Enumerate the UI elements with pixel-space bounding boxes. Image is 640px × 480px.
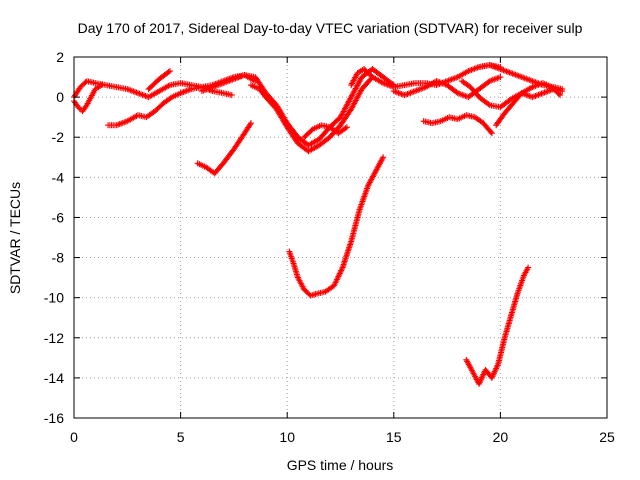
x-tick-label: 5 (177, 429, 185, 445)
marker-trace (71, 82, 105, 115)
series-arc-11 (390, 74, 504, 101)
marker-trace (105, 84, 235, 129)
series-arc-5 (198, 66, 397, 149)
y-tick-label: -14 (44, 370, 64, 386)
x-tick-label: 20 (493, 429, 509, 445)
y-tick-label: -16 (44, 410, 64, 426)
series-arc-2 (71, 82, 105, 115)
marker-trace (247, 74, 376, 155)
y-tick-label: -10 (44, 290, 64, 306)
chart-title: Day 170 of 2017, Sidereal Day-to-day VTE… (78, 20, 583, 36)
y-tick-label: -12 (44, 330, 64, 346)
y-tick-label: -2 (52, 129, 65, 145)
x-tick-label: 0 (70, 429, 78, 445)
marker-trace (194, 120, 254, 177)
series-arc-3 (105, 84, 235, 129)
marker-trace (463, 264, 532, 387)
y-tick-label: 2 (56, 49, 64, 65)
axis-ticks: 0 5 10 15 20 25 -16 -14 -12 -10 -8 -6 -4 -2 0 2 (44, 49, 615, 445)
y-tick-label: -8 (52, 250, 65, 266)
series-arc-13 (459, 78, 566, 111)
series-arc-12 (420, 112, 495, 137)
series-arc-4 (145, 68, 173, 93)
x-axis-label: GPS time / hours (287, 457, 394, 473)
series-arc-15 (476, 62, 566, 93)
marker-trace (476, 62, 566, 93)
series-arc-8 (194, 120, 254, 177)
marker-trace (145, 68, 173, 93)
marker-trace (198, 66, 397, 149)
series-arc-16 (463, 264, 532, 387)
marker-trace (390, 74, 504, 101)
marker-trace (301, 122, 350, 141)
series-arc-9 (286, 154, 387, 299)
marker-trace (420, 112, 495, 137)
plot-frame (73, 56, 608, 419)
y-tick-label: -6 (52, 209, 65, 225)
y-tick-label: -4 (52, 169, 65, 185)
x-tick-label: 10 (279, 429, 295, 445)
x-tick-label: 15 (386, 429, 402, 445)
marker-trace (459, 78, 566, 111)
y-axis-label: SDTVAR / TECUs (7, 182, 23, 294)
y-tick-label: 0 (56, 89, 64, 105)
series-arc-7 (301, 122, 350, 141)
x-tick-label: 25 (599, 429, 615, 445)
grid (74, 57, 607, 418)
series-arc-6 (247, 74, 376, 155)
marker-trace (286, 154, 387, 299)
